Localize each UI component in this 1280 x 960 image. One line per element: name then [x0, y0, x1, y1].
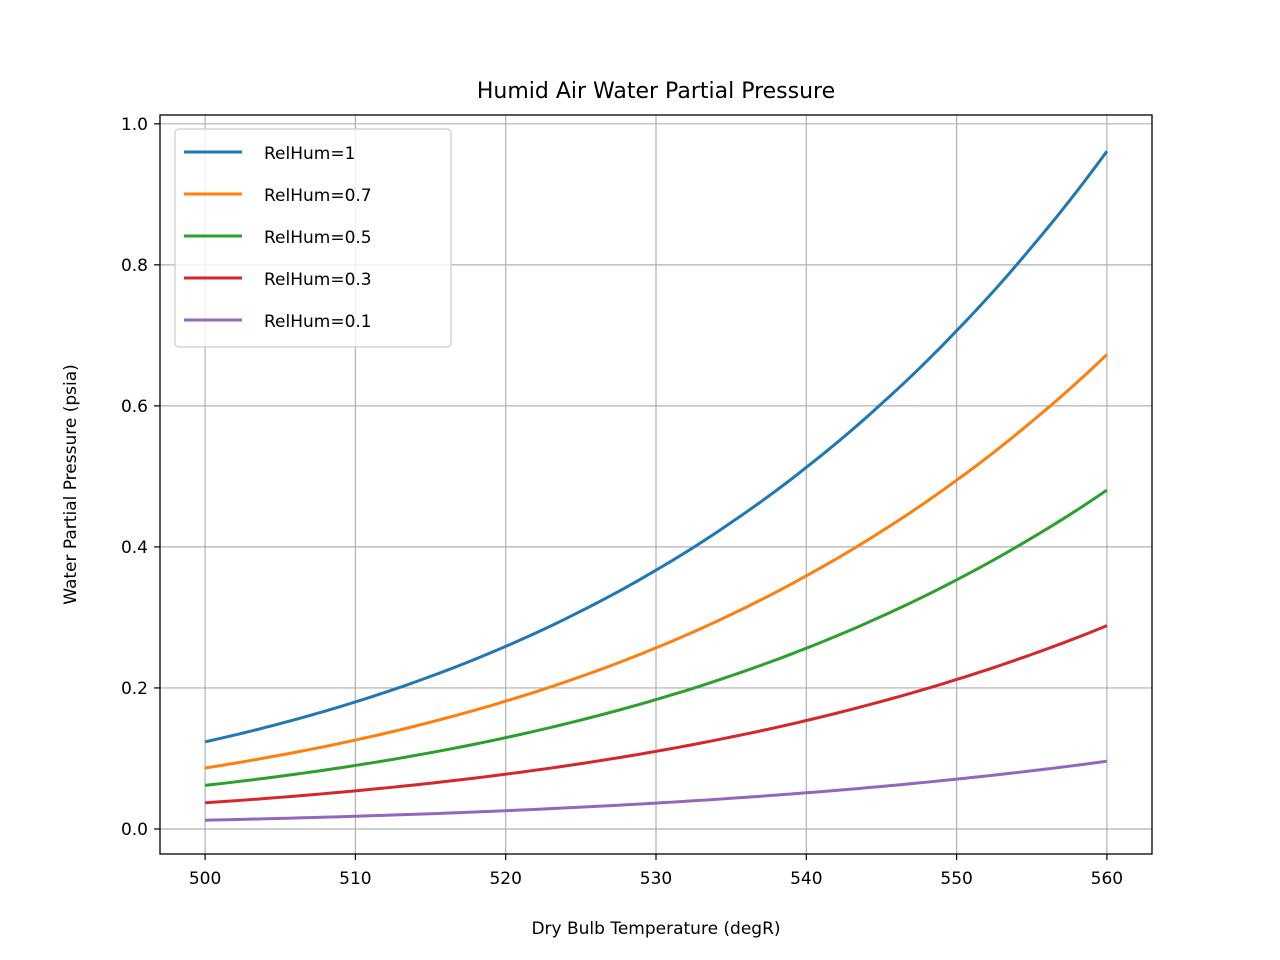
- x-tick-label: 550: [940, 869, 972, 889]
- x-tick-label: 560: [1091, 869, 1123, 889]
- x-tick-label: 540: [790, 869, 822, 889]
- x-tick-label: 500: [189, 869, 221, 889]
- legend: RelHum=1 RelHum=0.7 RelHum=0.5 RelHum=0.3 Re…: [174, 128, 452, 348]
- y-axis-label: Water Partial Pressure (psia): [61, 364, 81, 605]
- x-axis-label: Dry Bulb Temperature (degR): [531, 919, 780, 939]
- y-tick-label: 1.0: [121, 115, 148, 135]
- y-tick-label: 0.6: [121, 397, 148, 417]
- series-line-2: [204, 488, 1108, 787]
- legend-label: RelHum=1: [264, 144, 355, 164]
- y-tick-label: 0.2: [121, 679, 148, 699]
- legend-box: [174, 128, 452, 348]
- series-line-0: [204, 150, 1109, 744]
- y-tick-label: 0.4: [121, 538, 148, 558]
- legend-label: RelHum=0.1: [264, 312, 372, 332]
- series-lines: [204, 150, 1109, 822]
- y-tick-label: 0.0: [121, 820, 148, 840]
- ticks: 500 510 520 530 540 550 560 0.0 0.2 0.4 0.6 0.8 1.0: [121, 115, 1123, 889]
- legend-label: RelHum=0.5: [264, 228, 372, 248]
- chart-title: Humid Air Water Partial Pressure: [477, 79, 835, 104]
- legend-label: RelHum=0.7: [264, 186, 372, 206]
- grid: [160, 115, 1152, 854]
- series-line-3: [204, 624, 1108, 805]
- legend-label: RelHum=0.3: [264, 270, 372, 290]
- x-tick-label: 530: [640, 869, 672, 889]
- x-tick-label: 510: [339, 869, 371, 889]
- series-line-4: [205, 759, 1108, 822]
- y-tick-label: 0.8: [121, 256, 148, 276]
- x-tick-label: 520: [489, 869, 521, 889]
- series-line-1: [204, 353, 1108, 770]
